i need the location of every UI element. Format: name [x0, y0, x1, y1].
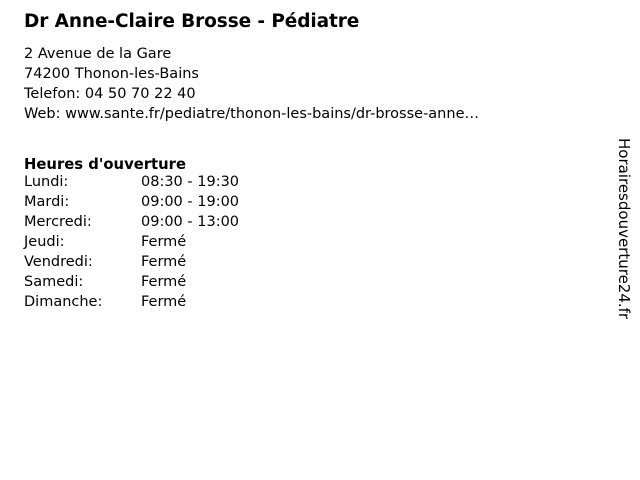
phone-line: Telefon: 04 50 70 22 40 [24, 86, 196, 102]
website-line: Web: www.sante.fr/pediatre/thonon-les-ba… [24, 106, 479, 122]
table-row: Vendredi: Fermé [24, 252, 239, 272]
page-title: Dr Anne-Claire Brosse - Pédiatre [24, 11, 360, 32]
day-hours: 08:30 - 19:30 [141, 174, 240, 190]
opening-hours-heading: Heures d'ouverture [24, 156, 186, 174]
day-label: Dimanche: [24, 294, 103, 310]
day-hours: Fermé [141, 274, 187, 290]
opening-hours-body: Lundi: 08:30 - 19:30 Mardi: 09:00 - 19:0… [24, 172, 239, 312]
table-row: Samedi: Fermé [24, 272, 239, 292]
opening-hours-table: Lundi: 08:30 - 19:30 Mardi: 09:00 - 19:0… [24, 172, 239, 312]
day-hours: Fermé [141, 234, 187, 250]
day-hours: 09:00 - 19:00 [141, 194, 240, 210]
day-label: Vendredi: [24, 254, 93, 270]
day-hours: 09:00 - 13:00 [141, 214, 240, 230]
table-row: Jeudi: Fermé [24, 232, 239, 252]
address-street: 2 Avenue de la Gare [24, 46, 172, 62]
address-city: 74200 Thonon-les-Bains [24, 66, 199, 82]
day-hours: Fermé [141, 254, 187, 270]
day-label: Lundi: [24, 174, 69, 190]
day-label: Samedi: [24, 274, 84, 290]
table-row: Dimanche: Fermé [24, 292, 239, 312]
day-label: Mardi: [24, 194, 70, 210]
table-row: Mardi: 09:00 - 19:00 [24, 192, 239, 212]
day-hours: Fermé [141, 294, 187, 310]
table-row: Lundi: 08:30 - 19:30 [24, 172, 239, 192]
day-label: Jeudi: [24, 234, 65, 250]
site-watermark: Horairesdouverture24.fr [615, 138, 633, 320]
table-row: Mercredi: 09:00 - 13:00 [24, 212, 239, 232]
day-label: Mercredi: [24, 214, 92, 230]
contact-block: 2 Avenue de la Gare 74200 Thonon-les-Bai… [24, 44, 604, 124]
